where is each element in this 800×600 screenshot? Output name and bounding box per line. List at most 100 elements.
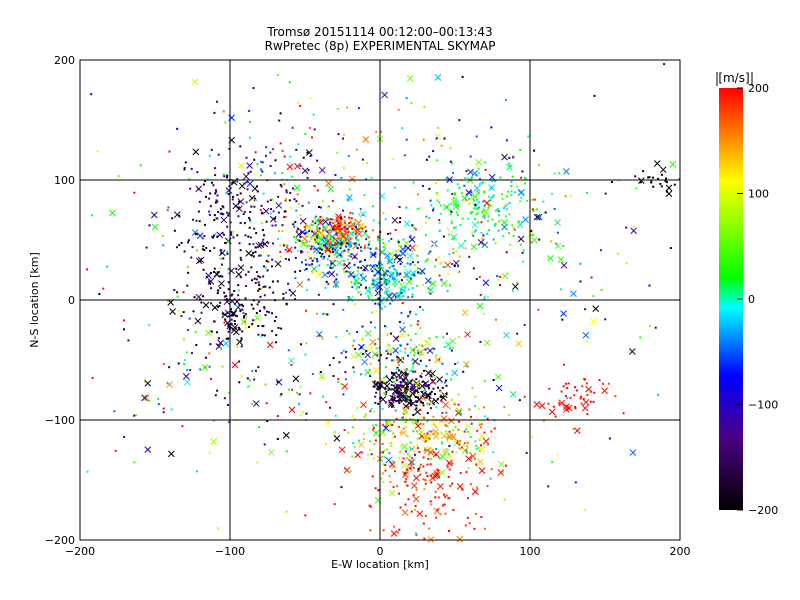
data-point-dot [239,145,242,148]
data-point-cross [237,198,245,205]
data-point-dot [213,270,216,273]
data-point-dot [162,363,165,366]
data-point-dot [425,158,428,161]
data-point-dot [355,238,358,241]
data-point-dot [264,314,267,317]
data-point-dot [216,194,219,197]
data-point-dot [408,263,411,266]
data-point-dot [520,176,523,179]
data-point-dot [230,322,233,325]
data-point-dot [408,399,411,402]
data-point-dot [472,199,475,202]
data-point-dot [308,227,311,230]
data-point-cross [461,309,469,316]
data-point-dot [287,388,290,391]
data-point-dot [183,363,186,366]
data-point-dot [377,236,380,239]
data-point-dot [396,531,399,534]
data-point-dot [256,190,259,193]
data-point-dot [480,181,483,184]
data-point-dot [426,463,429,466]
data-point-dot [413,264,416,267]
data-point-dot [380,266,383,269]
data-point-cross [294,162,301,170]
data-point-cross [582,398,590,406]
data-point-dot [176,127,179,130]
data-point-dot [227,325,230,328]
data-point-dot [177,310,180,313]
data-point-cross [166,381,173,388]
data-point-dot [214,201,217,204]
data-point-cross [405,278,413,286]
data-point-dot [678,178,681,181]
data-point-dot [481,237,484,240]
data-point-dot [508,414,511,417]
data-point-dot [353,283,356,286]
data-point-dot [277,237,280,240]
data-point-dot [406,452,409,455]
data-point-dot [391,423,394,426]
data-point-dot [313,257,316,260]
data-point-dot [188,178,191,181]
data-point-dot [347,242,350,245]
data-point-dot [328,406,331,409]
data-point-dot [166,300,169,303]
data-point-cross [232,202,240,210]
data-point-dot [292,187,295,190]
data-point-dot [261,161,264,164]
data-point-dot [234,322,237,325]
data-point-dot [409,338,412,341]
data-point-dot [180,315,183,318]
data-point-dot [586,340,589,343]
data-point-dot [633,225,636,228]
data-point-dot [276,415,279,418]
data-point-dot [386,352,389,355]
data-point-dot [589,400,592,403]
data-point-dot [398,456,401,459]
data-point-dot [424,260,427,263]
data-point-dot [411,369,414,372]
data-point-dot [604,192,607,195]
data-point-cross [293,184,301,192]
data-point-dot [409,402,412,405]
data-point-dot [258,254,261,257]
data-point-dot [457,265,460,268]
data-point-dot [417,384,420,387]
data-point-dot [349,211,352,214]
data-point-dot [315,241,318,244]
data-point-dot [245,156,248,159]
data-point-dot [353,224,356,227]
data-point-dot [190,352,193,355]
data-point-cross [358,222,365,230]
data-point-dot [243,316,246,319]
data-point-dot [214,174,217,177]
data-point-cross [465,455,472,463]
data-point-cross [515,340,523,347]
data-point-dot [486,443,489,446]
data-point-dot [319,222,322,225]
data-point-dot [183,250,186,253]
data-point-dot [469,483,472,486]
data-point-cross [301,235,309,243]
data-point-dot [436,469,439,472]
data-point-dot [410,457,413,460]
data-point-dot [288,258,291,261]
data-point-dot [322,229,325,232]
data-point-dot [378,387,381,390]
data-point-dot [399,217,402,220]
data-point-dot [303,269,306,272]
data-point-dot [429,407,432,410]
data-point-dot [329,218,332,221]
data-point-dot [367,454,370,457]
data-point-cross [426,347,434,355]
data-point-dot [435,448,438,451]
data-point-dot [355,288,358,291]
data-point-dot [397,384,400,387]
data-point-dot [553,172,556,175]
data-point-dot [274,159,277,162]
data-point-dot [319,247,322,250]
data-point-dot [477,192,480,195]
data-point-dot [447,497,450,500]
data-point-cross [547,254,554,262]
data-point-dot [404,480,407,483]
